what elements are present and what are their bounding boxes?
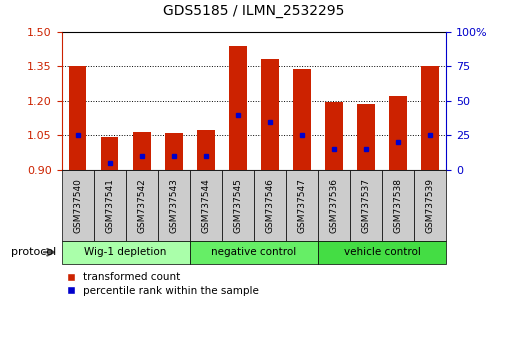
Bar (358, 104, 375, 170)
Text: GSM737546: GSM737546 (265, 178, 274, 233)
Text: GSM737544: GSM737544 (201, 178, 210, 233)
Bar (101, 137, 119, 170)
Bar (389, 96, 407, 170)
Text: GSM737547: GSM737547 (298, 178, 307, 233)
Bar (325, 102, 343, 170)
Text: GSM737540: GSM737540 (73, 178, 82, 233)
Bar (422, 67, 439, 170)
Text: GSM737536: GSM737536 (329, 178, 339, 233)
Text: GDS5185 / ILMN_2532295: GDS5185 / ILMN_2532295 (163, 4, 345, 18)
Bar (293, 69, 311, 170)
Text: protocol: protocol (11, 247, 56, 257)
Bar (69, 67, 86, 170)
Bar (229, 46, 247, 170)
Text: GSM737545: GSM737545 (233, 178, 243, 233)
Bar (261, 59, 279, 170)
Text: Wig-1 depletion: Wig-1 depletion (85, 247, 167, 257)
Text: GSM737541: GSM737541 (105, 178, 114, 233)
Text: GSM737542: GSM737542 (137, 178, 146, 233)
Text: GSM737543: GSM737543 (169, 178, 179, 233)
Legend: transformed count, percentile rank within the sample: transformed count, percentile rank withi… (67, 273, 259, 296)
Text: GSM737539: GSM737539 (426, 178, 435, 233)
Text: vehicle control: vehicle control (344, 247, 421, 257)
Bar (165, 133, 183, 170)
Text: GSM737537: GSM737537 (362, 178, 371, 233)
Bar (133, 132, 150, 170)
Text: GSM737538: GSM737538 (393, 178, 403, 233)
Bar (197, 130, 214, 170)
Text: negative control: negative control (211, 247, 297, 257)
